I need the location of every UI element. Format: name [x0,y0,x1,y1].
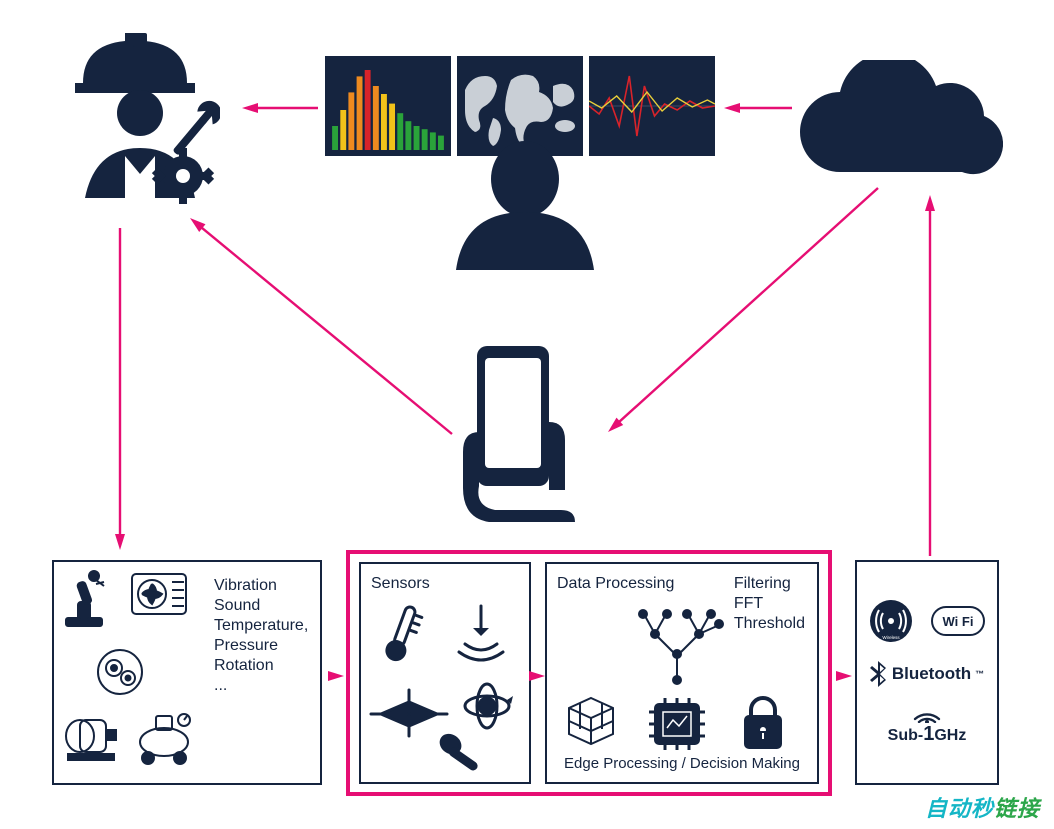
svg-text:Wi Fi: Wi Fi [943,614,974,629]
machines-box: Vibration Sound Temperature, Pressure Ro… [52,560,322,785]
dataproc-title: Data Processing [557,574,674,594]
dataproc-icons [553,598,815,758]
padlock-icon [745,698,781,748]
svg-text:Wireless: Wireless [882,635,900,640]
bluetooth-label: Bluetooth [892,664,971,684]
gears-icon [98,650,142,694]
signal-line: Temperature, [214,616,308,636]
decision-tree-icon [639,610,723,684]
watermark-b: 链接 [994,796,1040,821]
analyst [440,135,610,270]
dashboard-bar-chart [325,56,451,156]
dataproc-line: Filtering [734,574,805,594]
analyst-silhouette-icon [440,135,610,270]
signal-line: Sound [214,596,308,616]
watermark: 自动秒链接 [925,791,1040,823]
dataproc-bottom-label: Edge Processing / Decision Making [547,755,817,774]
dataproc-box: Data Processing Filtering FFT Threshold [545,562,819,784]
microphone-icon [438,732,483,770]
data-cube-icon [569,698,613,744]
proximity-wave-icon [459,606,503,660]
processor-chip-icon [649,698,705,750]
electric-motor-icon [66,720,116,760]
signal-line: ... [214,676,308,696]
cloud [798,60,1003,180]
sensors-icons [367,600,527,780]
thermometer-icon [384,604,423,663]
maintenance-worker [55,28,220,208]
watermark-a: 自动秒 [925,796,994,821]
robot-arm-icon [66,571,104,626]
wifi-badge: Wi Fi [931,606,985,636]
gyroscope-icon [465,684,513,728]
sensors-title: Sensors [371,574,430,594]
phone-in-hand [455,342,575,522]
wireless-connectivity-badge: Wireless [869,599,913,643]
machines-signal-list: Vibration Sound Temperature, Pressure Ro… [214,576,308,696]
signal-line: Rotation [214,656,308,676]
bluetooth-badge: Bluetooth™ [870,661,984,687]
connectivity-box: Wireless Wi Fi Bluetooth™ Sub-1GHz [855,560,999,785]
air-compressor-icon [140,714,190,764]
sub1ghz-badge: Sub-1GHz [888,705,967,746]
cloud-icon [798,60,1003,180]
maintenance-worker-icon [55,28,220,208]
sensors-box: Sensors [359,562,531,784]
signal-line: Pressure [214,636,308,656]
hvac-fan-icon [132,574,186,614]
signal-line: Vibration [214,576,308,596]
connectivity-row-1: Wireless Wi Fi [869,599,985,643]
smartphone-in-hand-icon [455,342,575,522]
surface-probe-icon [371,690,447,736]
machines-icons [58,564,208,785]
